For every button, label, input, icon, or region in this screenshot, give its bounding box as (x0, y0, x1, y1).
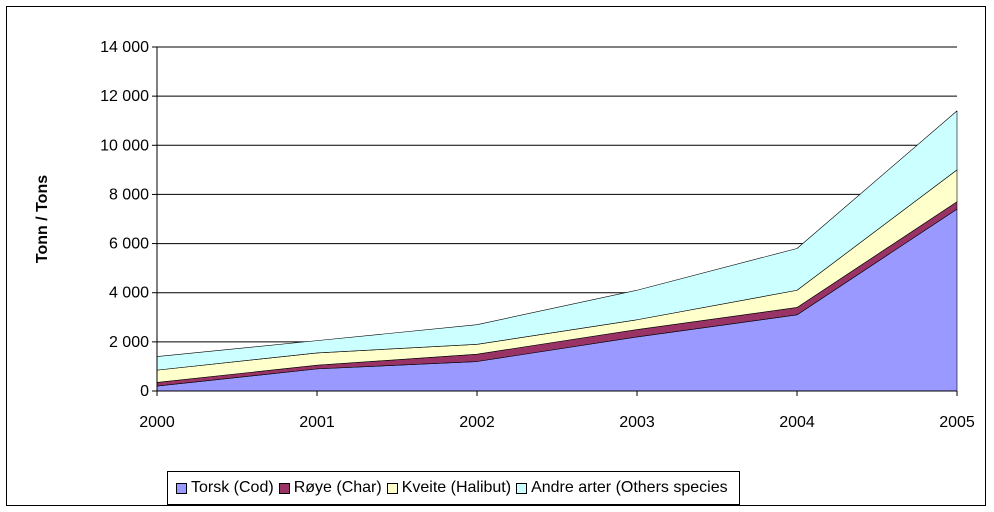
x-tick-label-1: 2001 (299, 414, 335, 431)
legend-item-2: Kveite (Halibut) (386, 479, 512, 497)
x-tick-label-2: 2002 (459, 414, 495, 431)
y-tick-label-5: 10 000 (100, 137, 149, 154)
legend-label-3: Andre arter (Others species (531, 479, 728, 496)
legend-label-0: Torsk (Cod) (191, 479, 274, 496)
series-areas (156, 110, 958, 392)
area-series-3 (156, 110, 958, 371)
legend-item-1: Røye (Char) (278, 479, 382, 497)
y-tick-label-0: 0 (140, 383, 149, 400)
legend: Torsk (Cod) Røye (Char) Kveite (Halibut) An… (167, 471, 740, 505)
x-tick-labels: 2000 2001 2002 2003 2004 2005 (139, 414, 975, 431)
y-tick-label-4: 8 000 (109, 186, 149, 203)
y-tick-labels: 0 2 000 4 000 6 000 8 000 10 000 12 000 14 000 (100, 39, 149, 400)
y-axis-title: Tonn / Tons (34, 175, 51, 263)
legend-swatch-2 (386, 482, 398, 494)
x-tick-label-4: 2004 (779, 414, 815, 431)
y-tick-label-1: 2 000 (109, 334, 149, 351)
axes (152, 46, 958, 396)
y-tick-label-7: 14 000 (100, 39, 149, 56)
x-tick-label-5: 2005 (939, 414, 975, 431)
legend-item-3: Andre arter (Others species (516, 479, 728, 497)
legend-swatch-3 (516, 482, 528, 494)
legend-swatch-1 (278, 482, 290, 494)
y-tick-label-3: 6 000 (109, 236, 149, 253)
legend-swatch-0 (176, 482, 187, 494)
legend-label-2: Kveite (Halibut) (401, 479, 512, 496)
y-tick-label-6: 12 000 (100, 88, 149, 105)
legend-item-0: Torsk (Cod) (176, 479, 274, 497)
legend-label-1: Røye (Char) (293, 479, 382, 496)
x-tick-label-3: 2003 (619, 414, 655, 431)
x-tick-label-0: 2000 (139, 414, 175, 431)
gridlines (157, 46, 957, 343)
y-tick-label-2: 4 000 (109, 285, 149, 302)
